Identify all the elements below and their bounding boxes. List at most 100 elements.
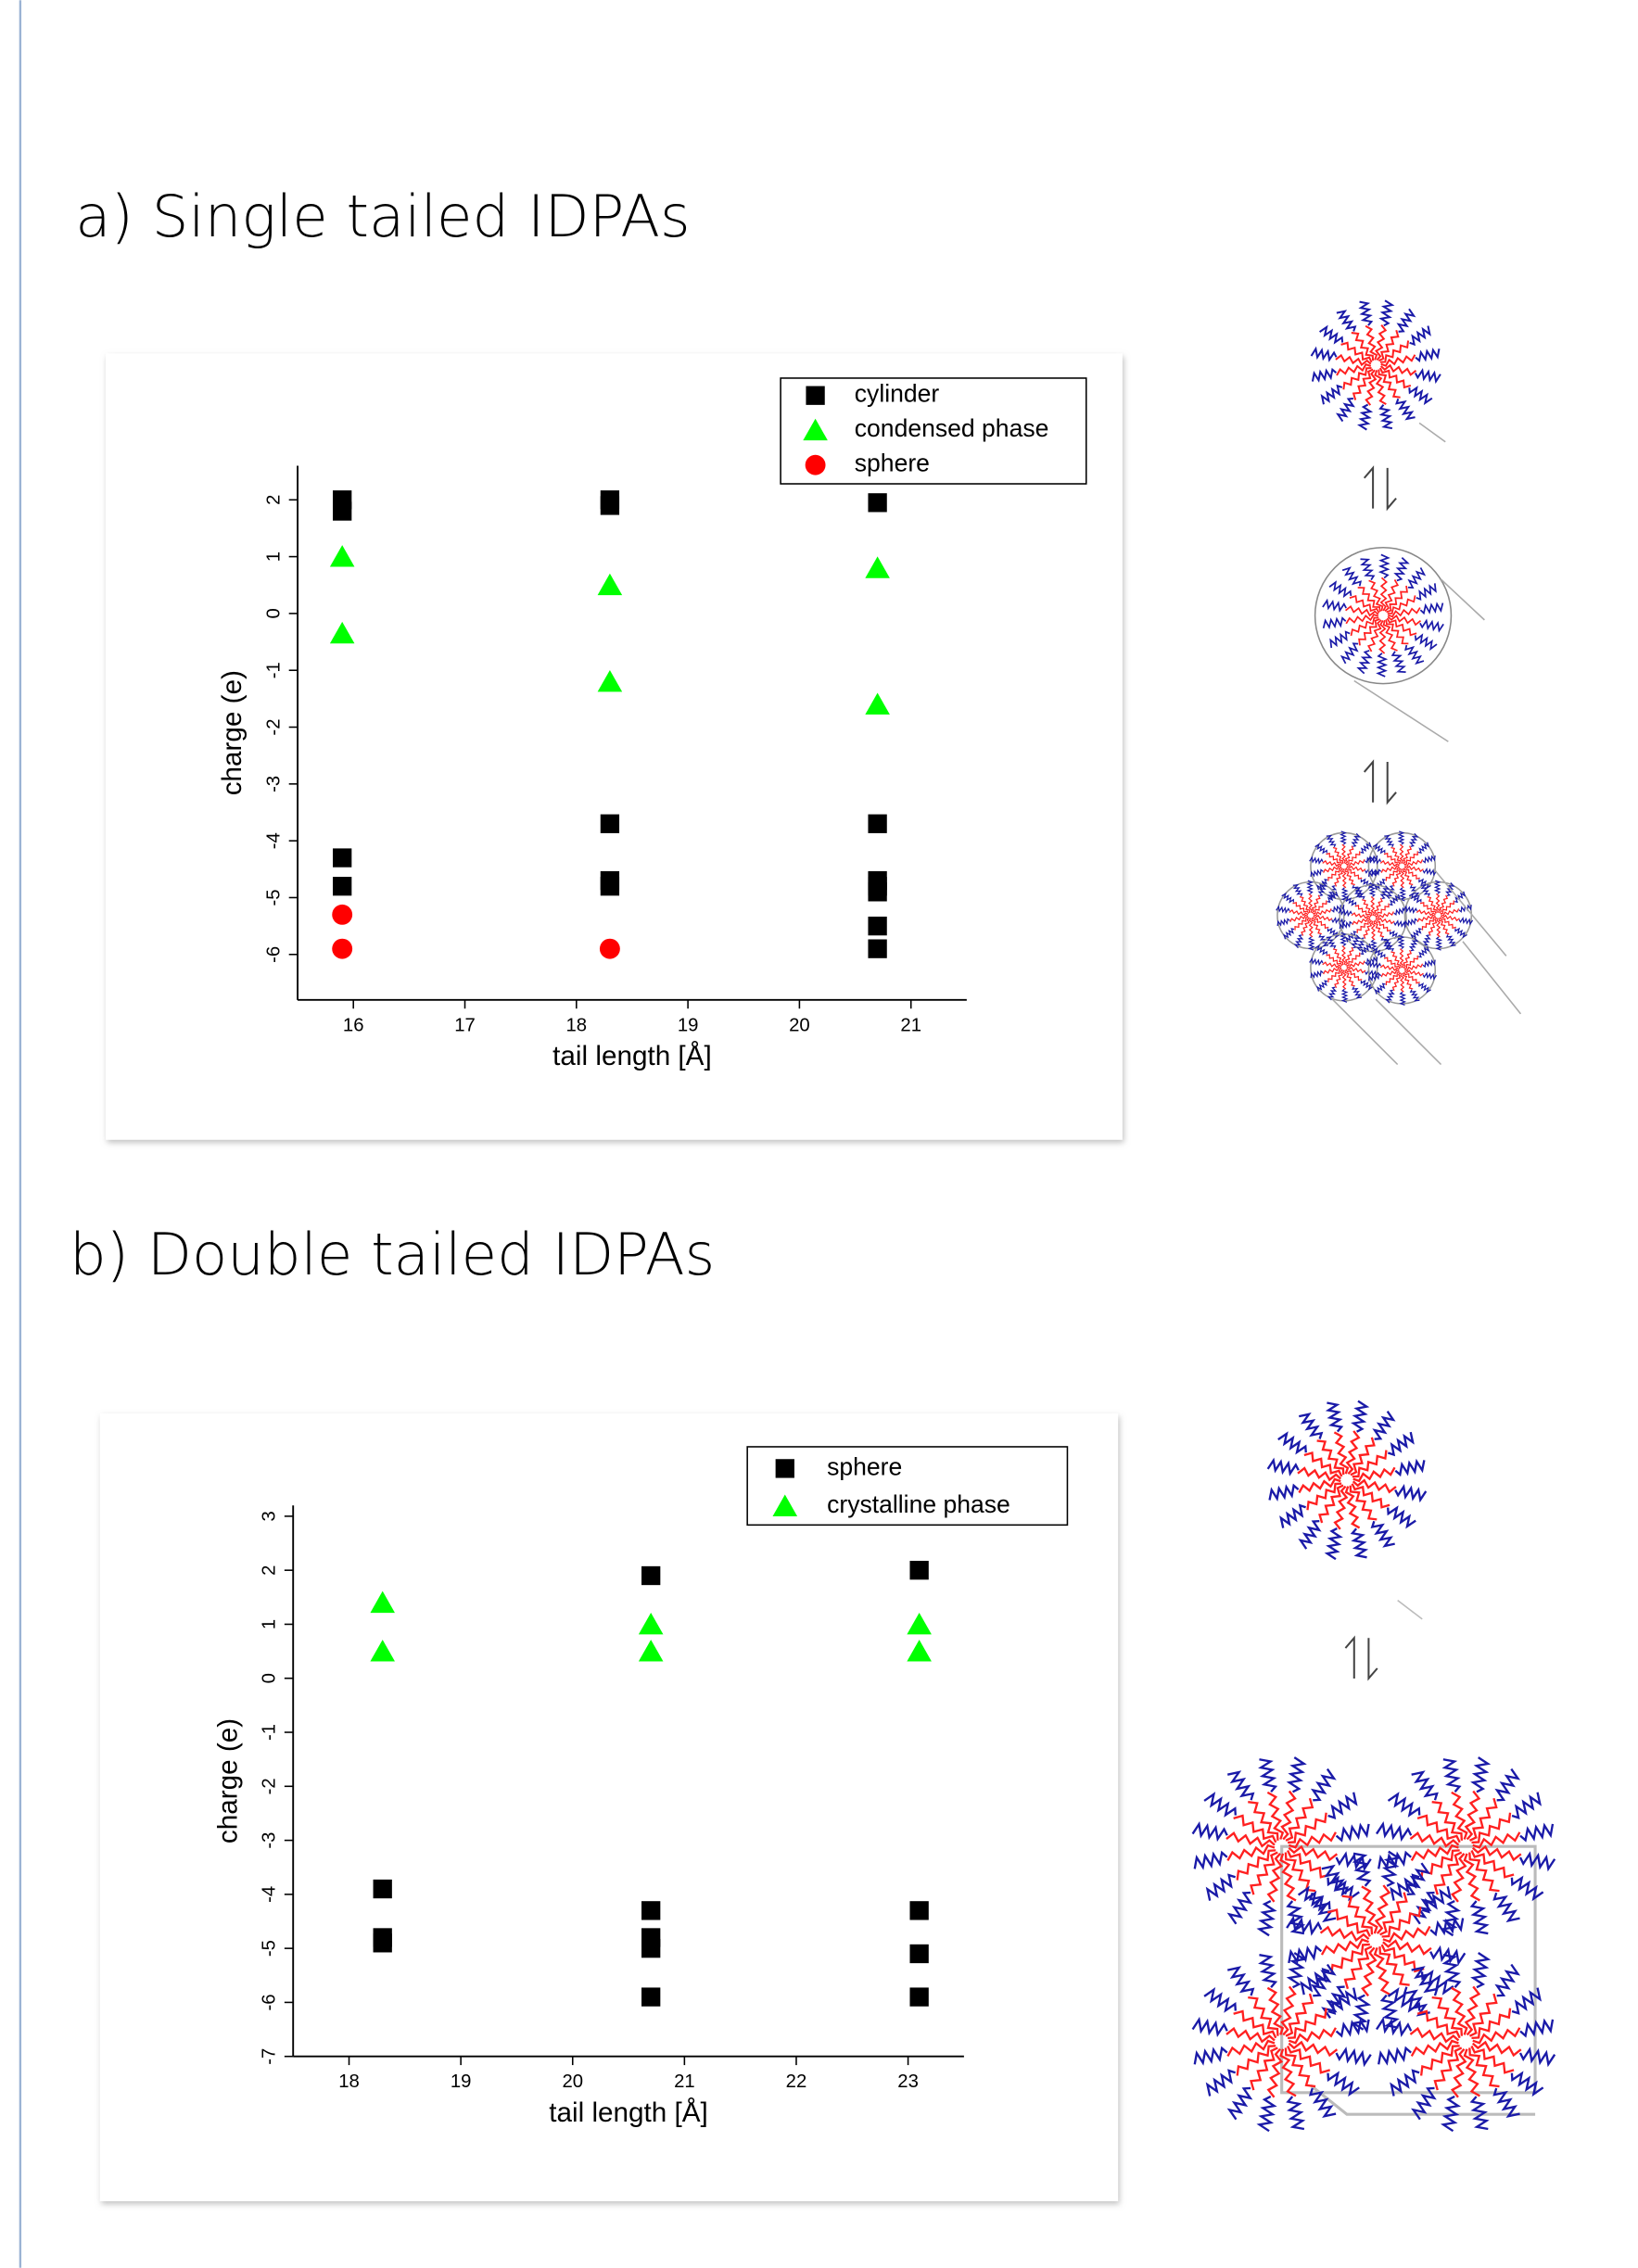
y-tick-label: 1 (260, 1619, 280, 1629)
marker-square (601, 815, 619, 833)
x-tick-label: 20 (562, 2072, 583, 2092)
tail (1512, 1878, 1543, 1899)
y-tick-label: 2 (263, 495, 284, 505)
tail (1381, 300, 1392, 325)
x-tick-label: 21 (900, 1015, 921, 1035)
marker-square (333, 848, 351, 867)
x-tick-label: 17 (454, 1015, 476, 1035)
tail (1327, 1528, 1340, 1559)
tail (1299, 1414, 1321, 1439)
tail (1301, 1521, 1319, 1549)
tail (1520, 1824, 1553, 1840)
tail (1383, 1941, 1431, 1954)
tail (1323, 601, 1346, 611)
equilibrium-arrow (1365, 468, 1396, 509)
tail (1388, 618, 1417, 635)
tail (1472, 1901, 1488, 1933)
marker-square (601, 877, 619, 895)
tail (1404, 867, 1423, 871)
tail (1337, 1824, 1369, 1840)
x-tick-label: 16 (343, 1015, 364, 1035)
tail (1324, 618, 1346, 628)
tail (1455, 929, 1467, 937)
tail (1327, 1402, 1341, 1431)
marker-square (868, 917, 886, 935)
tail (1473, 1846, 1521, 1859)
tail (1270, 1486, 1299, 1501)
tail (1353, 1401, 1366, 1432)
guide (1332, 869, 1520, 1065)
tail (1338, 399, 1353, 422)
tail (1388, 1794, 1419, 1816)
tail (1268, 2049, 1281, 2097)
tail (1360, 302, 1372, 325)
tail (1497, 1964, 1518, 1996)
y-tick-label: 0 (263, 608, 284, 618)
tail (1288, 2097, 1303, 2129)
tail (1352, 913, 1370, 918)
tail (1363, 1947, 1376, 1996)
guide (1419, 423, 1445, 441)
tail (1443, 1759, 1459, 1792)
tail (1321, 1927, 1369, 1940)
tail (1374, 920, 1384, 936)
tail (1407, 1863, 1428, 1894)
y-tick-label: -6 (260, 1994, 280, 2010)
tail (1420, 603, 1442, 614)
tail (1193, 2020, 1227, 2034)
tail (1377, 1885, 1390, 1933)
tail (1227, 1772, 1252, 1800)
tail (1403, 973, 1414, 989)
tail (1259, 1759, 1275, 1792)
tail (1473, 2042, 1521, 2055)
tail (1441, 916, 1459, 920)
tail (1520, 1854, 1555, 1869)
tail (1328, 2073, 1360, 2095)
tail (1195, 2048, 1227, 2064)
tail (1395, 1487, 1426, 1500)
tail (1330, 632, 1350, 648)
tail (1390, 952, 1401, 968)
x-tick-label: 21 (674, 2072, 695, 2092)
tail (1380, 965, 1399, 969)
y-tick-label: 0 (260, 1673, 280, 1683)
tail (1260, 2097, 1275, 2131)
tail (1226, 2029, 1275, 2042)
tail (1312, 348, 1337, 360)
y-tick-label: -1 (260, 1724, 280, 1741)
equilibrium-arrow (1345, 1638, 1377, 1679)
tail (1204, 1990, 1236, 2011)
y-tick-label: -3 (263, 776, 284, 792)
x-tick-label: 22 (786, 2072, 807, 2092)
tail (1352, 1528, 1367, 1557)
tail (1229, 2088, 1251, 2120)
marker-circle (600, 939, 620, 959)
marker-circle (806, 455, 826, 475)
legend-label: condensed phase (855, 414, 1049, 442)
tail (1466, 1986, 1479, 2034)
tail (1416, 635, 1437, 649)
tail (1345, 969, 1355, 985)
tail (1372, 1521, 1394, 1546)
tail (1378, 653, 1386, 677)
tail (1410, 2029, 1458, 2042)
legend-label: crystalline phase (827, 1490, 1010, 1518)
marker-square (806, 386, 824, 405)
tail (1388, 1432, 1413, 1454)
page: {"chart_data": [ {"type": "scatter", "ti… (0, 0, 1638, 2268)
tail (1281, 1505, 1306, 1527)
marker-square (868, 939, 886, 957)
tail (1229, 1893, 1251, 1924)
marker-square (909, 1987, 928, 2006)
tail (1416, 371, 1441, 382)
tail (1345, 868, 1355, 884)
x-tick-label: 19 (678, 1015, 699, 1035)
tail (1466, 1791, 1479, 1839)
marker-square (374, 1933, 392, 1952)
tail (1353, 1854, 1369, 1886)
legend-label: sphere (855, 450, 930, 477)
tail (1416, 583, 1436, 599)
guide (1398, 1601, 1423, 1619)
marker-square (909, 1561, 928, 1579)
tail (1342, 568, 1361, 587)
